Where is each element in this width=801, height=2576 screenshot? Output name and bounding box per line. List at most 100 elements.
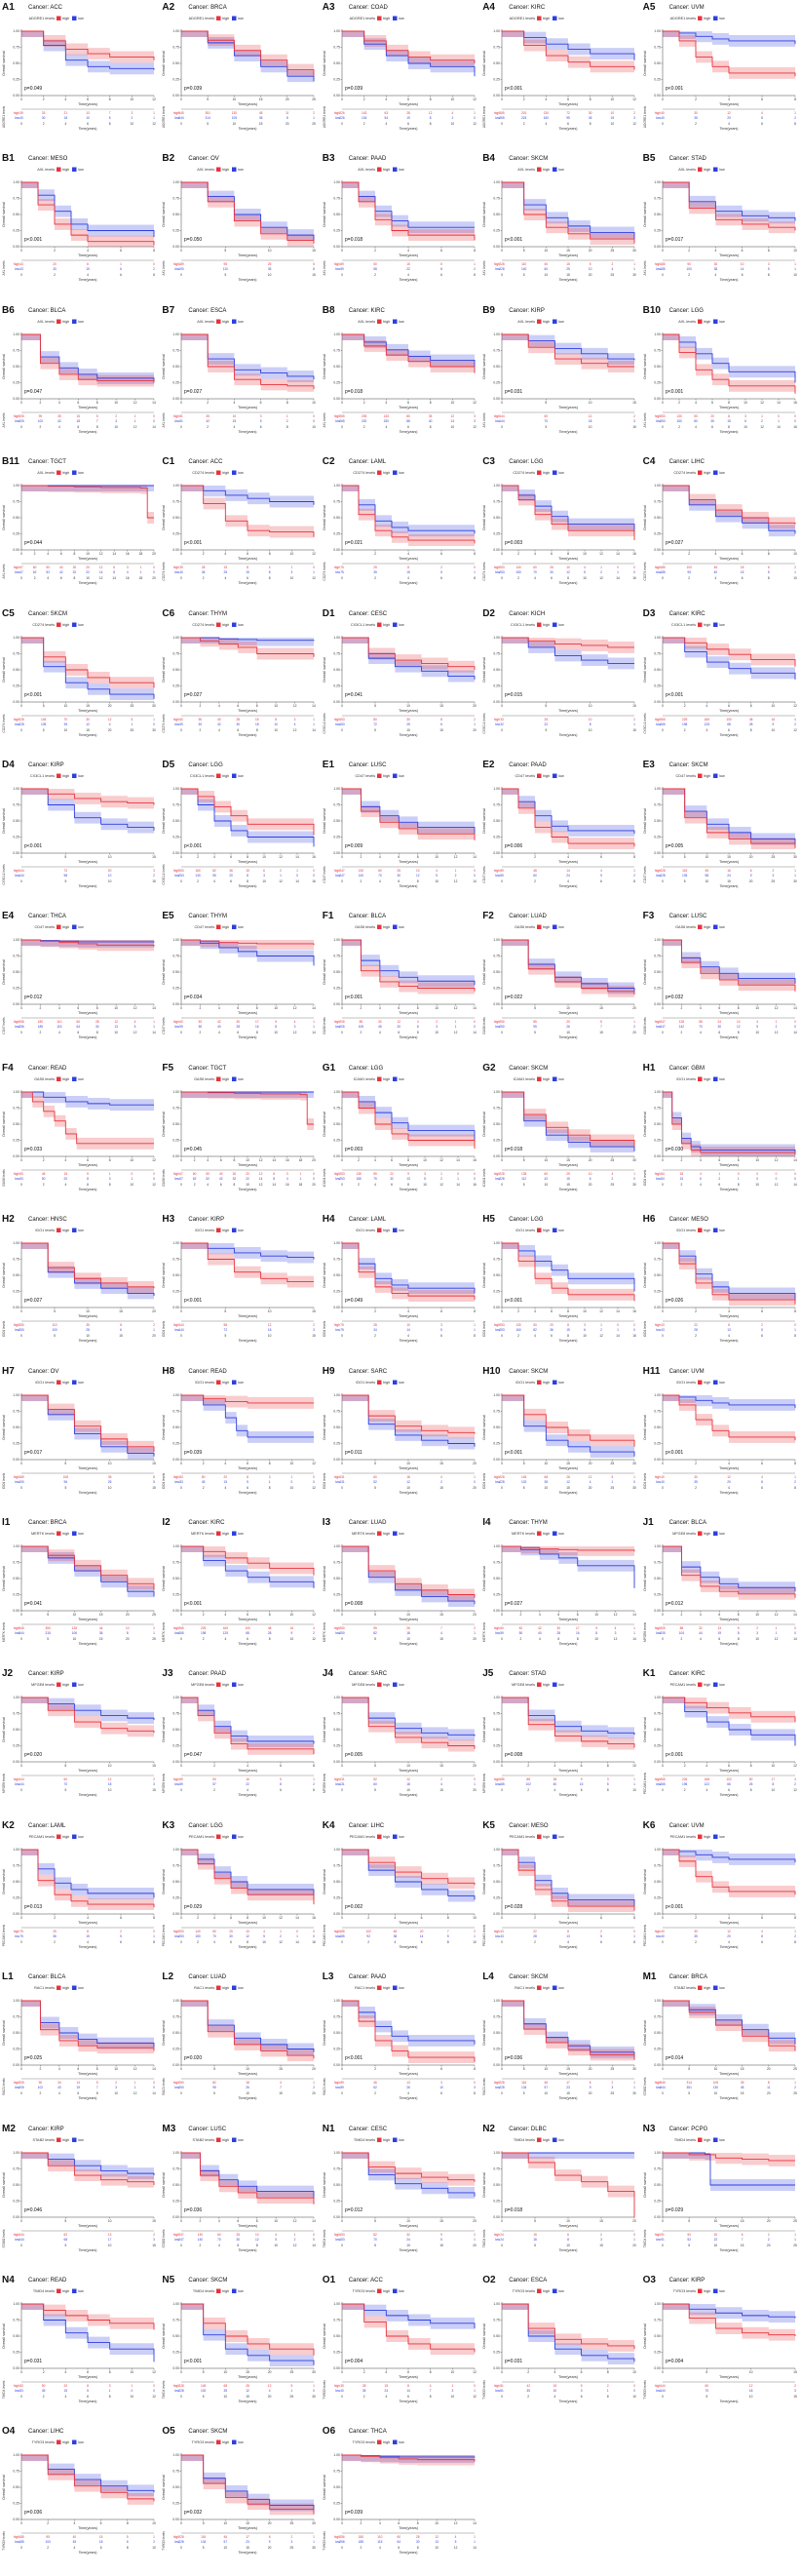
legend-high-label: high	[543, 1532, 550, 1536]
risk-count-high: 115	[682, 869, 687, 873]
risk-count-low: 160	[516, 1328, 522, 1332]
risk-count-low: 35	[694, 116, 698, 120]
x-axis-title: Time(years)	[238, 1163, 258, 1167]
risk-x-tick-label: 15	[566, 1183, 570, 1187]
risk-count-low: 102	[201, 2389, 207, 2393]
risk-count-low: 8	[761, 116, 763, 120]
risk-count-low: 42	[545, 1177, 549, 1181]
y-tick-label: 0.75	[13, 2319, 19, 2322]
legend-low-swatch	[553, 1986, 557, 1991]
legend-low-label: low	[558, 774, 564, 778]
x-tick-label: 15	[566, 249, 570, 253]
risk-x-axis-title: Time(years)	[559, 1793, 578, 1797]
legend-title: GAS6 levels	[34, 1077, 55, 1081]
y-tick-label: 0.25	[494, 1138, 501, 1142]
risk-count-low: 28	[533, 1934, 537, 1938]
risk-count-high: 205	[19, 414, 24, 418]
x-tick-label: 6	[440, 552, 442, 556]
y-tick-label: 0.00	[654, 1761, 661, 1765]
risk-count-low: 0	[633, 1328, 635, 1332]
y-axis-title: Overall survival	[482, 959, 486, 985]
legend-high-label: high	[383, 1683, 390, 1687]
y-axis-title: Overall survival	[162, 656, 166, 682]
p-value-label: p=0.050	[184, 237, 202, 243]
legend-high-swatch	[537, 1076, 542, 1081]
risk-count-low: 35	[373, 570, 377, 574]
x-tick-label: 6	[247, 552, 248, 556]
risk-count-high: 58	[224, 1323, 228, 1327]
y-tick-label: 0.25	[654, 1593, 661, 1597]
y-axis-title: Overall survival	[2, 1263, 6, 1288]
p-value-label: p<0.001	[184, 540, 202, 546]
x-axis-title: Time(years)	[719, 1466, 740, 1470]
risk-table-title: STAB2 levels	[2, 2229, 6, 2247]
risk-x-axis-title: Time(years)	[78, 1491, 96, 1495]
risk-count-high: 1	[134, 2081, 136, 2085]
y-axis-title: Overall survival	[323, 959, 326, 985]
risk-x-tick-label: 0	[501, 879, 503, 883]
x-tick-label: 0	[180, 1764, 182, 1768]
y-tick-label: 1.00	[13, 939, 19, 943]
legend-low-swatch	[232, 471, 237, 476]
cancer-title: Cancer: UVM	[669, 1369, 705, 1375]
risk-x-tick-label: 10	[583, 1334, 587, 1338]
risk-table-title: IDO1 levels	[643, 1472, 647, 1489]
risk-x-tick-label: 0	[662, 2244, 664, 2247]
risk-x-tick-label: 5	[534, 1031, 536, 1034]
risk-table-title: STAB2 levels	[162, 2229, 166, 2247]
legend-low-swatch	[713, 168, 718, 173]
risk-x-tick-label: 12	[293, 2244, 297, 2247]
legend-low-label: low	[238, 1683, 244, 1687]
x-tick-label: 8	[256, 1006, 258, 1010]
risk-x-tick-label: 16	[313, 879, 317, 883]
risk-count-high: 110	[521, 262, 526, 266]
risk-count-high: 128	[72, 1626, 78, 1630]
risk-count-high: 265	[500, 111, 506, 115]
risk-x-tick-label: 30	[152, 728, 156, 732]
risk-count-high: 205	[19, 2081, 24, 2085]
cancer-title: Cancer: THCA	[28, 914, 66, 919]
risk-x-axis-title: Time(years)	[719, 1793, 738, 1797]
risk-count-low: 22	[713, 2238, 717, 2242]
x-tick-label: 20	[748, 855, 752, 859]
risk-count-high: 144	[179, 1323, 185, 1327]
x-tick-label: 4	[700, 1158, 702, 1162]
risk-count-low: 43	[661, 1328, 665, 1332]
x-tick-label: 6	[87, 2370, 89, 2374]
legend-low-label: low	[78, 925, 84, 929]
risk-count-high: 12	[108, 1777, 112, 1781]
legend-low-label: low	[558, 1229, 564, 1232]
legend-low-label: low	[78, 1077, 84, 1081]
y-tick-label: 0.25	[654, 380, 661, 384]
x-axis-title: Time(years)	[558, 406, 579, 410]
cancer-title: Cancer: SKCM	[28, 611, 67, 617]
x-tick-label: 8	[430, 98, 432, 101]
cancer-title: Cancer: STAD	[509, 1671, 546, 1677]
legend-high-label: high	[383, 17, 390, 20]
x-axis-title: Time(years)	[238, 1769, 258, 1773]
risk-x-tick-label: 4	[379, 1031, 381, 1034]
risk-count-high: 205	[362, 414, 367, 418]
risk-count-low: 43	[500, 1934, 504, 1938]
cancer-title: Cancer: OV	[28, 1369, 58, 1375]
y-tick-label: 1.00	[654, 1999, 661, 2003]
legend-low-swatch	[72, 1532, 77, 1537]
risk-count-low: 1	[300, 1177, 302, 1181]
risk-x-tick-label: 2	[520, 1637, 522, 1641]
x-tick-label: 2	[695, 98, 697, 101]
legend-low-label: low	[399, 320, 404, 324]
risk-count-low: 3	[294, 1025, 296, 1029]
risk-count-high: 2	[794, 566, 796, 569]
x-tick-label: 0	[20, 1764, 22, 1768]
risk-count-high: 228	[19, 718, 24, 722]
risk-count-low: 13	[406, 1177, 410, 1181]
x-tick-label: 2	[203, 552, 205, 556]
risk-x-tick-label: 2	[198, 879, 200, 883]
risk-count-high: 250	[500, 1020, 506, 1024]
x-tick-label: 15	[727, 855, 731, 859]
